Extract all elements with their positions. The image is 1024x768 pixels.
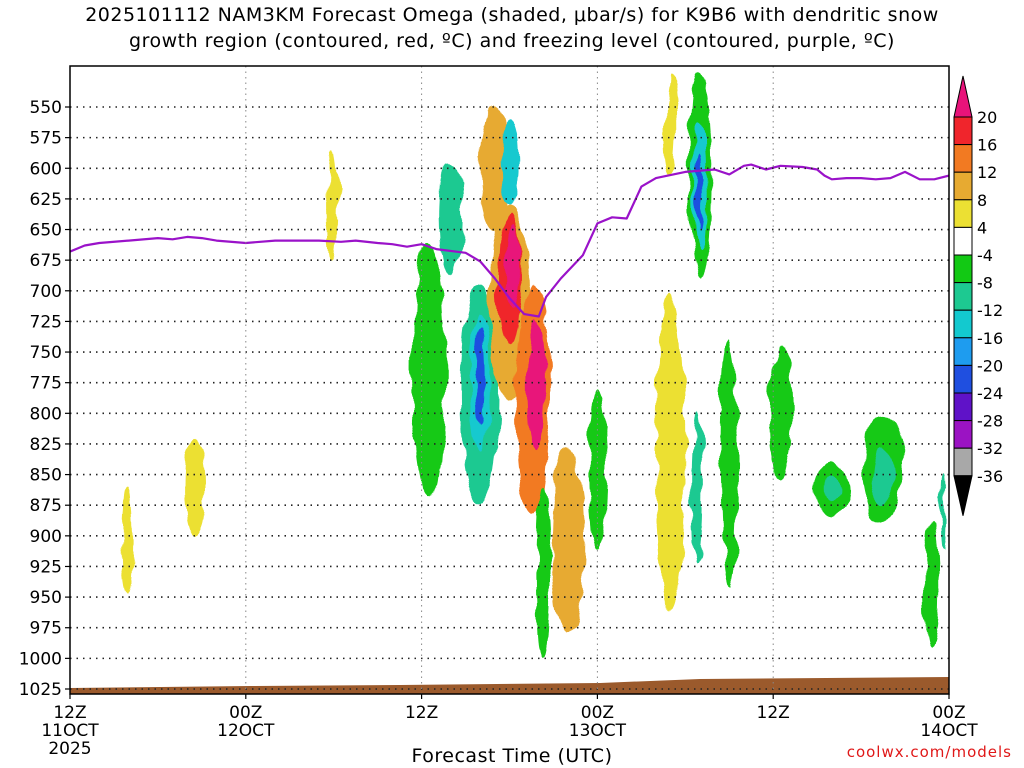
y-tick-label: 600	[30, 159, 62, 179]
omega-cell	[412, 241, 446, 500]
terrain-surface	[70, 677, 949, 694]
y-tick-label: 1000	[19, 649, 62, 669]
y-tick-label: 975	[30, 619, 62, 639]
colorbar-swatch	[953, 392, 973, 422]
x-tick-label: 00Z	[229, 703, 262, 723]
omega-cell	[940, 474, 946, 549]
x-axis-title: Forecast Time (UTC)	[411, 745, 613, 767]
y-tick-label: 850	[30, 466, 62, 486]
omega-cell	[924, 523, 939, 647]
colorbar-label: -4	[977, 246, 993, 265]
omega-cell	[768, 345, 793, 481]
omega-cell	[696, 156, 704, 230]
colorbar-swatch	[953, 171, 973, 201]
y-tick-label: 800	[30, 404, 62, 424]
y-tick-label: 575	[30, 129, 62, 149]
omega-cell	[825, 473, 839, 505]
x-tick-label: 12OCT	[217, 721, 275, 741]
colorbar-label: -8	[977, 274, 993, 293]
colorbar-swatch	[953, 144, 973, 173]
omega-cell	[656, 290, 686, 610]
colorbar-label: -16	[977, 329, 1003, 348]
x-tick-label: 12Z	[53, 703, 86, 723]
omega-cell	[551, 450, 585, 634]
chart-title-line-2: growth region (contoured, red, ºC) and f…	[129, 30, 895, 52]
y-tick-label: 700	[30, 282, 62, 302]
y-tick-label: 925	[30, 557, 62, 577]
freezing-level-line	[70, 163, 949, 318]
y-tick-label: 725	[30, 312, 62, 332]
y-tick-label: 650	[30, 221, 62, 241]
omega-cell	[183, 437, 206, 536]
omega-cell	[505, 223, 520, 310]
plot-frame	[69, 65, 950, 695]
colorbar-swatch	[953, 337, 973, 366]
y-tick-label: 950	[30, 588, 62, 608]
x-tick-label: 2025	[48, 739, 91, 759]
colorbar-label: 16	[977, 136, 997, 155]
colorbar-label: 4	[977, 218, 987, 237]
y-tick-label: 750	[30, 343, 62, 363]
x-tick-label: 14OCT	[920, 721, 978, 741]
colorbar-label: -24	[977, 384, 1003, 403]
colorbar-label: 20	[977, 108, 997, 127]
colorbar-swatch	[953, 364, 973, 394]
colorbar-top-arrow	[953, 75, 973, 118]
colorbar-label: 8	[977, 191, 987, 210]
omega-cell	[328, 149, 339, 261]
chart-title-line-1: 2025101112 NAM3KM Forecast Omega (shaded…	[85, 4, 939, 26]
omega-cell	[439, 162, 463, 273]
colorbar-label: 12	[977, 163, 997, 182]
colorbar-swatch	[953, 254, 973, 284]
x-tick-label: 13OCT	[569, 721, 627, 741]
colorbar-label: -32	[977, 439, 1003, 458]
colorbar-swatch	[953, 447, 973, 477]
source-credit: coolwx.com/models	[846, 743, 1012, 761]
colorbar-swatch	[953, 309, 973, 339]
colorbar-swatch	[953, 226, 973, 256]
x-tick-label: 12Z	[405, 703, 438, 723]
y-tick-label: 775	[30, 374, 62, 394]
omega-cell	[121, 489, 133, 595]
x-tick-label: 00Z	[581, 703, 614, 723]
y-tick-label: 675	[30, 251, 62, 271]
omega-cell	[871, 449, 895, 505]
colorbar-label: -28	[977, 412, 1003, 431]
omega-cell	[535, 486, 551, 659]
x-tick-label: 12Z	[757, 703, 790, 723]
x-tick-label: 00Z	[932, 703, 965, 723]
y-tick-label: 1025	[19, 680, 62, 700]
colorbar-swatch	[953, 199, 973, 228]
y-tick-label: 550	[30, 98, 62, 118]
y-tick-label: 825	[30, 435, 62, 455]
omega-cell	[475, 327, 485, 426]
omega-cell	[499, 119, 520, 206]
colorbar-swatch	[953, 116, 973, 146]
omega-cell	[526, 315, 546, 451]
y-tick-label: 875	[30, 496, 62, 516]
x-tick-label: 11OCT	[41, 721, 99, 741]
colorbar-swatch	[953, 420, 973, 449]
colorbar-swatch	[953, 282, 973, 311]
colorbar-bottom-arrow	[953, 475, 973, 516]
colorbar-label: -12	[977, 301, 1003, 320]
y-tick-label: 900	[30, 527, 62, 547]
omega-cell	[691, 413, 703, 561]
omega-cell	[664, 76, 678, 175]
omega-cell	[720, 339, 739, 585]
y-tick-label: 625	[30, 190, 62, 210]
colorbar-label: -20	[977, 356, 1003, 375]
colorbar-label: -36	[977, 467, 1003, 486]
